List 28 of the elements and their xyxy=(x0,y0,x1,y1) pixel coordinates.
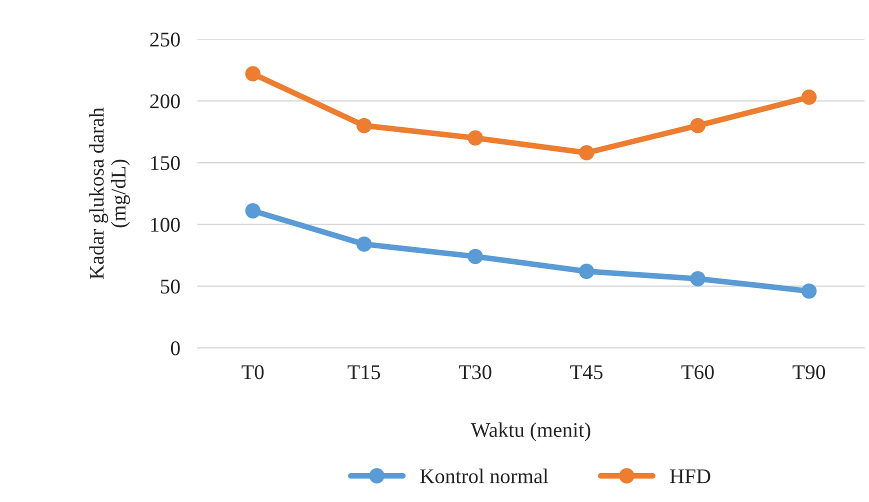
point xyxy=(356,236,372,252)
y-axis-title: Kadar glukosa darah (mg/dL) xyxy=(89,108,130,280)
point xyxy=(245,66,261,82)
x-tick-label: T45 xyxy=(570,365,603,380)
point xyxy=(690,271,706,286)
point xyxy=(801,283,817,299)
y-tick-label: 150 xyxy=(151,156,180,170)
y-tick-label: 0 xyxy=(170,341,180,356)
point xyxy=(801,90,817,105)
x-tick-label: T90 xyxy=(792,365,826,380)
legend-label: HFD xyxy=(670,469,710,484)
legend-label: Kontrol normal xyxy=(420,468,548,484)
point xyxy=(468,130,483,146)
x-tick-label: T30 xyxy=(458,365,492,380)
x-tick-label: T15 xyxy=(348,365,380,380)
y-tick-label: 50 xyxy=(160,280,180,294)
point xyxy=(690,118,706,134)
y-tick-label: 250 xyxy=(150,32,180,47)
x-axis-title: Waktu (menit) xyxy=(470,422,590,442)
y-tick-label: 100 xyxy=(151,218,180,232)
y-tick-label: 200 xyxy=(150,94,180,108)
point xyxy=(578,145,594,160)
point xyxy=(578,264,594,279)
point xyxy=(245,203,261,218)
point xyxy=(356,118,372,134)
x-tick-label: T60 xyxy=(681,365,714,380)
x-tick-label: T0 xyxy=(242,365,264,380)
point xyxy=(468,248,483,264)
